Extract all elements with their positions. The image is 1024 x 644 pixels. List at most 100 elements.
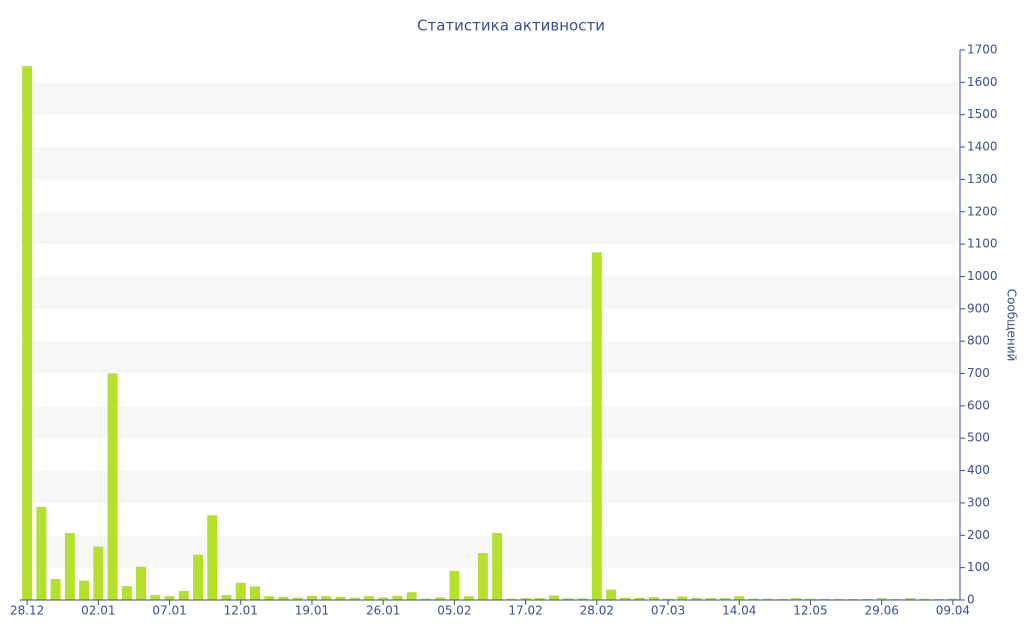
bar bbox=[677, 596, 688, 600]
grid-band bbox=[20, 276, 960, 309]
bar bbox=[178, 590, 189, 600]
bar bbox=[406, 592, 417, 600]
bar bbox=[549, 595, 560, 600]
bar bbox=[22, 66, 33, 601]
grid-band bbox=[20, 82, 960, 115]
bar bbox=[136, 566, 147, 600]
bar bbox=[691, 597, 702, 600]
bar bbox=[207, 515, 218, 600]
y-tick-label: 1000 bbox=[967, 269, 998, 283]
bar bbox=[292, 597, 303, 600]
bar bbox=[363, 596, 374, 600]
x-tick-label: 07.01 bbox=[152, 604, 186, 618]
bar bbox=[64, 533, 75, 600]
y-tick-label: 900 bbox=[967, 301, 990, 315]
bar bbox=[36, 506, 47, 600]
bar bbox=[805, 598, 816, 600]
bar bbox=[492, 533, 503, 600]
bar bbox=[121, 586, 132, 600]
bar bbox=[705, 598, 716, 600]
y-tick-label: 1400 bbox=[967, 140, 998, 154]
y-tick-label: 300 bbox=[967, 495, 990, 509]
bar bbox=[876, 598, 887, 600]
bar bbox=[534, 598, 545, 600]
grid-band bbox=[20, 470, 960, 503]
bar bbox=[306, 595, 317, 600]
y-tick-label: 1500 bbox=[967, 107, 998, 121]
x-tick-label: 05.02 bbox=[437, 604, 471, 618]
bar bbox=[79, 580, 90, 600]
bar bbox=[947, 598, 958, 600]
y-tick-label: 600 bbox=[967, 398, 990, 412]
bar bbox=[506, 598, 517, 600]
bar bbox=[278, 596, 289, 600]
bar bbox=[50, 578, 61, 600]
chart-title: Статистика активности bbox=[417, 17, 605, 35]
grid-band bbox=[20, 341, 960, 374]
grid-band bbox=[20, 147, 960, 180]
bar bbox=[150, 595, 161, 600]
bar bbox=[221, 595, 232, 600]
bar bbox=[648, 597, 659, 600]
y-tick-label: 200 bbox=[967, 528, 990, 542]
y-tick-label: 1700 bbox=[967, 43, 998, 57]
bar bbox=[107, 373, 118, 600]
bar bbox=[463, 596, 474, 600]
bar bbox=[349, 597, 360, 600]
bar bbox=[520, 598, 531, 600]
y-tick-label: 1100 bbox=[967, 237, 998, 251]
y-tick-label: 400 bbox=[967, 463, 990, 477]
y-tick-label: 1600 bbox=[967, 75, 998, 89]
bar bbox=[634, 597, 645, 600]
bar bbox=[449, 570, 460, 600]
bar bbox=[734, 596, 745, 600]
bar bbox=[420, 598, 431, 600]
bar bbox=[250, 586, 260, 600]
bar bbox=[193, 554, 204, 600]
bar bbox=[905, 598, 916, 600]
bar bbox=[235, 582, 246, 600]
x-tick-label: 09.04 bbox=[936, 604, 970, 618]
bar bbox=[477, 553, 488, 600]
y-axis-title: Сообщений bbox=[1005, 289, 1019, 362]
bar bbox=[563, 598, 574, 600]
bar bbox=[620, 597, 631, 600]
grid-band bbox=[20, 211, 960, 245]
bar bbox=[606, 589, 617, 600]
y-tick-label: 1300 bbox=[967, 172, 998, 186]
bar bbox=[591, 252, 602, 601]
grid-band bbox=[20, 405, 960, 439]
y-tick-label: 0 bbox=[967, 593, 975, 607]
bar bbox=[720, 598, 730, 600]
y-tick-label: 1200 bbox=[967, 204, 998, 218]
bar bbox=[577, 598, 588, 600]
x-tick-label: 28.12 bbox=[10, 604, 44, 618]
x-tick-label: 12.05 bbox=[793, 604, 827, 618]
y-tick-label: 700 bbox=[967, 366, 990, 380]
x-tick-label: 02.01 bbox=[81, 604, 115, 618]
bar bbox=[435, 597, 446, 600]
bar bbox=[93, 546, 104, 600]
bar bbox=[335, 596, 346, 600]
y-tick-label: 500 bbox=[967, 431, 990, 445]
x-tick-label: 28.02 bbox=[580, 604, 614, 618]
x-tick-label: 17.02 bbox=[508, 604, 542, 618]
x-tick-label: 26.01 bbox=[366, 604, 400, 618]
x-tick-label: 14.04 bbox=[722, 604, 756, 618]
x-tick-label: 12.01 bbox=[224, 604, 258, 618]
x-tick-label: 07.03 bbox=[651, 604, 685, 618]
y-tick-label: 100 bbox=[967, 560, 990, 574]
bar bbox=[663, 598, 674, 600]
bar bbox=[392, 595, 403, 600]
x-tick-label: 19.01 bbox=[295, 604, 329, 618]
bar bbox=[264, 596, 275, 600]
bar bbox=[378, 597, 389, 600]
bar bbox=[919, 598, 930, 600]
bar bbox=[791, 598, 802, 600]
y-tick-label: 800 bbox=[967, 334, 990, 348]
bar bbox=[164, 596, 175, 600]
bar bbox=[321, 596, 332, 600]
bar bbox=[748, 598, 759, 600]
grid-band bbox=[20, 535, 960, 568]
